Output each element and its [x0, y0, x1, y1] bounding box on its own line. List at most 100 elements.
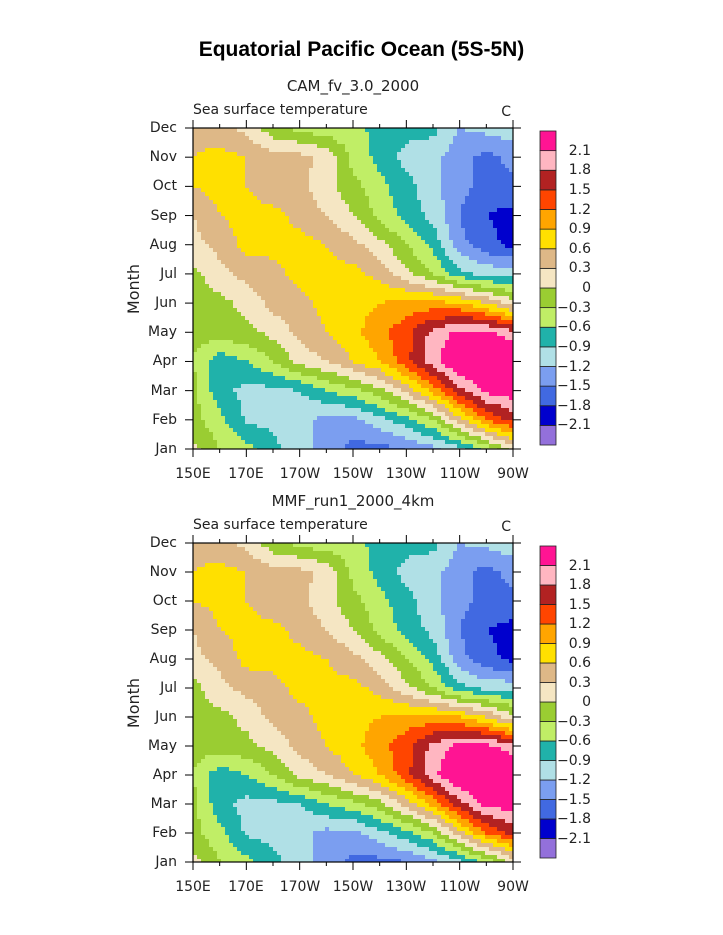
contour-cell: [457, 152, 462, 157]
contour-cell: [465, 204, 470, 209]
contour-cell: [261, 320, 266, 325]
contour-cell: [277, 360, 282, 365]
contour-cell: [469, 232, 474, 237]
contour-cell: [493, 252, 498, 257]
contour-cell: [433, 332, 438, 337]
contour-cell: [197, 152, 202, 157]
contour-cell: [349, 324, 354, 329]
contour-cell: [325, 316, 330, 321]
contour-cell: [389, 244, 394, 249]
contour-cell: [429, 292, 434, 297]
contour-cell: [493, 216, 498, 221]
contour-cell: [317, 164, 322, 169]
contour-cell: [389, 136, 394, 141]
contour-cell: [197, 308, 202, 313]
contour-cell: [193, 296, 198, 301]
contour-cell: [377, 244, 382, 249]
contour-cell: [297, 216, 302, 221]
contour-cell: [509, 152, 514, 157]
contour-cell: [305, 292, 310, 297]
contour-cell: [469, 344, 474, 349]
contour-cell: [433, 284, 438, 289]
contour-cell: [373, 216, 378, 221]
contour-cell: [453, 140, 458, 145]
contour-cell: [317, 324, 322, 329]
contour-cell: [493, 220, 498, 225]
contour-cell: [329, 160, 334, 165]
contour-cell: [421, 212, 426, 217]
contour-cell: [433, 220, 438, 225]
contour-cell: [477, 216, 482, 221]
contour-cell: [297, 260, 302, 265]
contour-cell: [465, 232, 470, 237]
contour-cell: [229, 284, 234, 289]
contour-cell: [433, 216, 438, 221]
contour-cell: [305, 316, 310, 321]
contour-cell: [449, 364, 454, 369]
contour-cell: [333, 152, 338, 157]
contour-cell: [193, 312, 198, 317]
contour-cell: [273, 192, 278, 197]
contour-cell: [437, 348, 442, 353]
contour-cell: [289, 368, 294, 373]
contour-cell: [405, 308, 410, 313]
contour-cell: [261, 344, 266, 349]
contour-cell: [401, 136, 406, 141]
contour-cell: [241, 140, 246, 145]
contour-cell: [221, 316, 226, 321]
contour-cell: [421, 364, 426, 369]
contour-cell: [333, 132, 338, 137]
contour-cell: [433, 188, 438, 193]
contour-cell: [493, 364, 498, 369]
contour-cell: [373, 180, 378, 185]
contour-cell: [457, 292, 462, 297]
contour-cell: [457, 200, 462, 205]
contour-cell: [373, 208, 378, 213]
contour-cell: [429, 188, 434, 193]
contour-cell: [509, 312, 514, 317]
contour-cell: [293, 352, 298, 357]
contour-cell: [229, 236, 234, 241]
contour-cell: [333, 280, 338, 285]
contour-cell: [401, 276, 406, 281]
contour-cell: [253, 244, 258, 249]
contour-cell: [321, 212, 326, 217]
contour-cell: [261, 204, 266, 209]
contour-cell: [409, 164, 414, 169]
contour-cell: [273, 320, 278, 325]
contour-cell: [361, 368, 366, 373]
contour-cell: [489, 172, 494, 177]
contour-cell: [333, 300, 338, 305]
contour-cell: [245, 268, 250, 273]
contour-cell: [313, 284, 318, 289]
contour-cell: [273, 208, 278, 213]
contour-cell: [409, 144, 414, 149]
contour-cell: [225, 164, 230, 169]
contour-cell: [337, 368, 342, 373]
contour-cell: [349, 256, 354, 261]
contour-cell: [385, 192, 390, 197]
contour-cell: [489, 348, 494, 353]
contour-cell: [373, 164, 378, 169]
contour-cell: [253, 168, 258, 173]
contour-cell: [293, 224, 298, 229]
contour-cell: [341, 268, 346, 273]
contour-cell: [261, 368, 266, 373]
contour-cell: [281, 276, 286, 281]
contour-cell: [221, 268, 226, 273]
contour-cell: [401, 372, 406, 377]
contour-cell: [249, 164, 254, 169]
contour-cell: [285, 248, 290, 253]
contour-cell: [321, 288, 326, 293]
contour-cell: [341, 320, 346, 325]
contour-cell: [501, 260, 506, 265]
contour-cell: [413, 340, 418, 345]
contour-cell: [249, 332, 254, 337]
contour-cell: [449, 300, 454, 305]
contour-cell: [277, 228, 282, 233]
contour-cell: [213, 308, 218, 313]
contour-cell: [253, 372, 258, 377]
contour-cell: [221, 204, 226, 209]
contour-cell: [277, 280, 282, 285]
contour-cell: [409, 168, 414, 173]
